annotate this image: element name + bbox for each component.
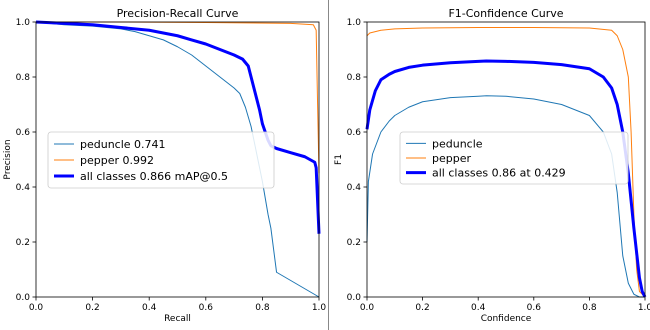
y-tick-label: 0.0 [347,293,362,303]
x-tick-label: 0.6 [527,303,542,313]
precision-recall-chart: 0.0 0.2 0.4 0.6 0.8 1.0 0.0 0.2 0.4 0.6 0.8 1.0 Prec… [3,7,326,324]
y-tick-label: 0.0 [16,293,31,303]
x-tick-label: 0.0 [360,303,375,313]
y-axis-label: Precision [3,139,13,179]
x-axis-label: Confidence [481,314,532,324]
legend: peduncle 0.741 pepper 0.992 all classes 0.… [47,131,275,189]
series-line-2 [365,59,647,298]
chart-title: F1-Confidence Curve [448,7,563,20]
x-tick-label: 0.2 [415,303,429,313]
legend-entry: pepper [432,152,471,165]
x-tick-label: 0.8 [582,303,597,313]
axes-frame [366,21,646,298]
y-tick-label: 0.8 [347,73,362,83]
y-tick-label: 1.0 [16,18,31,28]
legend-entry: pepper 0.992 [80,154,154,167]
legend-entry: all classes 0.86 at 0.429 [432,167,566,180]
f1-confidence-chart: 0.0 0.2 0.4 0.6 0.8 1.0 0.0 0.2 0.4 0.6 0.8 1.0 F1-C… [334,7,650,324]
y-tick-label: 0.6 [347,128,362,138]
series-line-0 [366,95,645,298]
y-tick-label: 0.4 [347,183,362,193]
legend-box [47,131,275,189]
x-tick-label: 0.4 [471,303,486,313]
legend: peduncle pepper all classes 0.86 at 0.429 [399,131,629,185]
y-tick-label: 0.2 [347,238,361,248]
y-tick-label: 1.0 [347,18,362,28]
x-axis-label: Recall [164,314,191,324]
y-tick-label: 0.2 [16,238,30,248]
x-tick-label: 0.2 [85,303,99,313]
x-tick-label: 1.0 [312,303,327,313]
legend-entry: all classes 0.866 mAP@0.5 [80,170,228,183]
legend-entry: peduncle 0.741 [80,138,166,151]
legend-entry: peduncle [432,137,483,150]
chart-title: Precision-Recall Curve [117,7,239,20]
y-axis-label: F1 [334,154,344,165]
y-tick-label: 0.6 [16,128,31,138]
y-tick-label: 0.8 [16,73,31,83]
series-line-2 [35,20,321,234]
axes-frame [35,21,320,298]
y-tick-label: 0.4 [16,183,31,193]
x-tick-label: 1.0 [638,303,650,313]
x-tick-label: 0.0 [29,303,44,313]
x-tick-label: 0.8 [255,303,270,313]
x-tick-label: 0.6 [199,303,214,313]
legend-box [399,131,629,185]
x-tick-label: 0.4 [142,303,157,313]
